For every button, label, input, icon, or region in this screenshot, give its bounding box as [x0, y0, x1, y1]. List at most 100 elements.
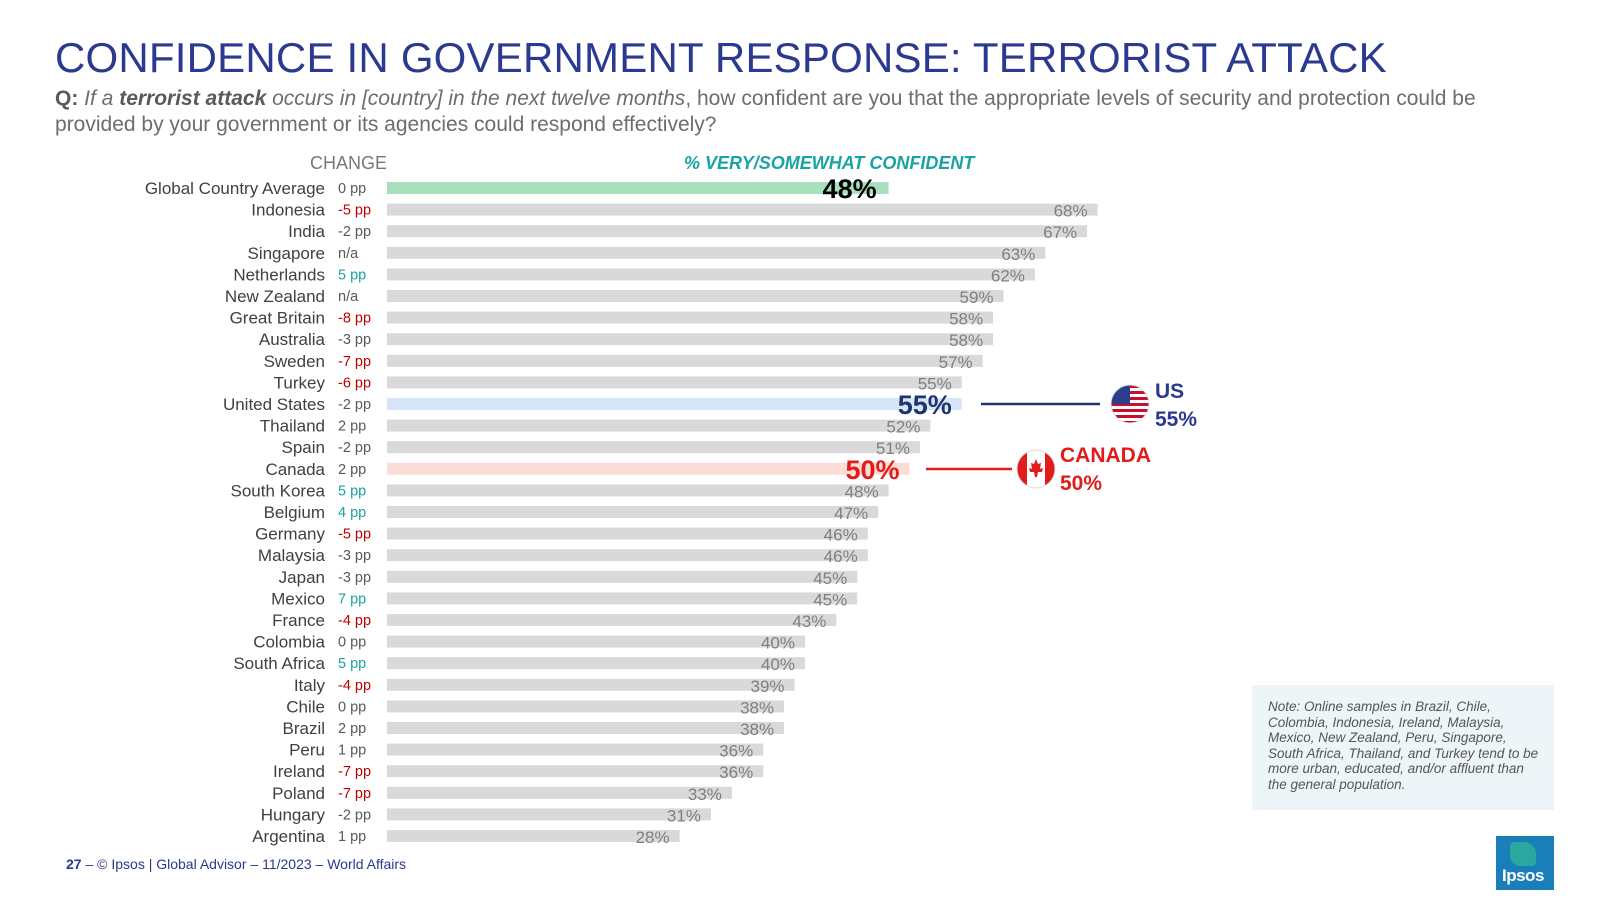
bar-ireland [387, 765, 764, 778]
canada-flag-icon [1016, 449, 1056, 489]
value-label-turkey: 55% [918, 374, 952, 393]
value-label-peru: 36% [719, 742, 753, 761]
value-label-thailand: 52% [886, 418, 920, 437]
change-label-india: -2 pp [338, 224, 371, 240]
value-label-canada: 50% [845, 455, 899, 485]
change-label-canada: 2 pp [338, 462, 366, 478]
value-label-south-korea: 48% [845, 482, 879, 501]
category-label-brazil: Brazil [282, 719, 325, 738]
us-callout-value: 55% [1155, 408, 1197, 431]
category-label-south-korea: South Korea [230, 481, 325, 500]
bar-australia [387, 333, 994, 346]
footer-text: © Ipsos | Global Advisor – 11/2023 – Wor… [97, 856, 407, 872]
logo-text: Ipsos [1502, 866, 1544, 885]
change-label-indonesia: -5 pp [338, 203, 371, 219]
change-label-turkey: -6 pp [338, 375, 371, 391]
bar-south-africa [387, 657, 805, 670]
category-label-colombia: Colombia [253, 633, 325, 652]
question-text: Q: If a terrorist attack occurs in [coun… [55, 86, 1555, 138]
question-part-2: terrorist attack [119, 87, 267, 110]
value-label-brazil: 38% [740, 720, 774, 739]
bar-japan [387, 570, 858, 583]
category-label-singapore: Singapore [247, 244, 325, 263]
change-label-japan: -3 pp [338, 570, 371, 586]
category-label-canada: Canada [265, 460, 325, 479]
footer-dash: – [81, 856, 98, 872]
category-label-new-zealand: New Zealand [225, 287, 325, 306]
category-label-australia: Australia [259, 330, 326, 349]
change-label-new-zealand: n/a [338, 289, 359, 305]
change-label-mexico: 7 pp [338, 591, 366, 607]
bar-india [387, 225, 1088, 238]
category-label-chile: Chile [286, 697, 325, 716]
change-label-france: -4 pp [338, 613, 371, 629]
change-label-malaysia: -3 pp [338, 548, 371, 564]
change-label-south-korea: 5 pp [338, 483, 366, 499]
bar-france [387, 614, 837, 626]
bar-great-britain [387, 311, 994, 324]
bar-hungary [387, 808, 711, 821]
question-part-1: If a [84, 87, 114, 110]
value-label-singapore: 63% [1001, 245, 1035, 264]
category-label-belgium: Belgium [264, 503, 325, 522]
category-label-indonesia: Indonesia [251, 201, 325, 220]
change-label-hungary: -2 pp [338, 807, 371, 823]
change-label-australia: -3 pp [338, 332, 371, 348]
category-label-hungary: Hungary [261, 805, 326, 824]
chart-rows: Global Country Average 0 pp 48% Indonesia -5… [145, 174, 1098, 847]
bar-united-states [387, 398, 962, 410]
change-label-peru: 1 pp [338, 743, 366, 759]
category-label-poland: Poland [272, 784, 325, 803]
category-label-thailand: Thailand [260, 417, 325, 436]
change-label-chile: 0 pp [338, 699, 366, 715]
question-part-3: occurs in [country] in the next twelve m… [272, 87, 686, 110]
bar-turkey [387, 376, 962, 389]
value-label-ireland: 36% [719, 763, 753, 782]
percent-column-header: % VERY/SOMEWHAT CONFIDENT [684, 153, 975, 173]
canada-callout-label: CANADA [1060, 444, 1151, 467]
bar-singapore [387, 246, 1046, 259]
value-label-spain: 51% [876, 439, 910, 458]
question-part-4: , how confident are you that the appropr… [55, 87, 1476, 136]
change-label-poland: -7 pp [338, 786, 371, 802]
change-label-italy: -4 pp [338, 678, 371, 694]
bar-new-zealand [387, 290, 1004, 302]
change-label-global-country-average: 0 pp [338, 181, 366, 197]
bar-global-country-average [387, 182, 889, 194]
change-label-colombia: 0 pp [338, 635, 366, 651]
question-label: Q: [55, 87, 79, 110]
category-label-japan: Japan [279, 568, 325, 587]
category-label-ireland: Ireland [273, 762, 325, 781]
bar-indonesia [387, 203, 1098, 216]
value-label-india: 67% [1043, 223, 1077, 242]
bar-chile [387, 700, 785, 713]
us-flag-icon [1110, 384, 1150, 424]
change-label-netherlands: 5 pp [338, 267, 366, 283]
canada-callout-value: 50% [1060, 472, 1102, 495]
category-label-sweden: Sweden [264, 352, 325, 371]
value-label-france: 43% [792, 612, 826, 631]
change-label-spain: -2 pp [338, 440, 371, 456]
category-label-turkey: Turkey [274, 373, 326, 392]
value-label-poland: 33% [688, 785, 722, 804]
change-label-south-africa: 5 pp [338, 656, 366, 672]
bar-sweden [387, 354, 983, 367]
value-label-new-zealand: 59% [960, 288, 994, 307]
bar-spain [387, 441, 920, 454]
category-label-global-country-average: Global Country Average [145, 179, 325, 198]
change-label-united-states: -2 pp [338, 397, 371, 413]
bar-germany [387, 527, 868, 540]
value-label-great-britain: 58% [949, 310, 983, 329]
change-label-argentina: 1 pp [338, 829, 366, 845]
note-box: Note: Online samples in Brazil, Chile, C… [1252, 685, 1554, 810]
footer: 27 – © Ipsos | Global Advisor – 11/2023 … [66, 856, 406, 872]
value-label-hungary: 31% [667, 806, 701, 825]
bar-south-korea [387, 484, 889, 497]
category-label-south-africa: South Africa [233, 654, 325, 673]
value-label-japan: 45% [813, 569, 847, 588]
change-label-sweden: -7 pp [338, 354, 371, 370]
change-label-ireland: -7 pp [338, 764, 371, 780]
bar-belgium [387, 506, 879, 518]
bar-colombia [387, 635, 805, 648]
bar-mexico [387, 592, 858, 605]
